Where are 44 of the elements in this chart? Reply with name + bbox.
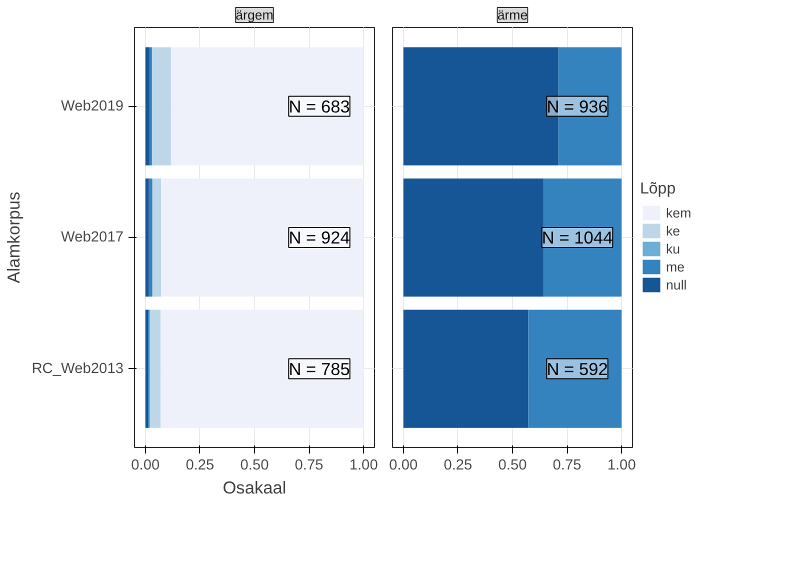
bar bbox=[403, 178, 544, 297]
x-tick-label: 0.25 bbox=[186, 458, 214, 474]
legend-label: kem bbox=[666, 205, 692, 220]
annotation: N = 592 bbox=[546, 358, 608, 379]
bar bbox=[148, 178, 152, 297]
bar bbox=[558, 47, 622, 166]
annotation: N = 785 bbox=[288, 358, 350, 379]
bar bbox=[145, 178, 149, 297]
chart-title: ärme bbox=[497, 8, 528, 22]
x-tick-label: 0.50 bbox=[240, 458, 269, 474]
bar bbox=[152, 47, 171, 166]
x-axis-title: Osakaal bbox=[222, 478, 286, 498]
legend-title: Lõpp bbox=[640, 180, 677, 198]
bar bbox=[161, 178, 364, 297]
bar bbox=[145, 47, 150, 166]
y-tick-label: RC_Web2013 bbox=[32, 360, 124, 377]
x-tick-label: 0.00 bbox=[131, 458, 160, 474]
x-tick-label: 0.75 bbox=[294, 458, 324, 474]
x-tick-label: 0.00 bbox=[389, 458, 418, 474]
bar bbox=[152, 178, 162, 297]
bar bbox=[150, 310, 161, 428]
annotation: N = 683 bbox=[288, 96, 350, 116]
x-tick-label: 1.00 bbox=[349, 458, 378, 474]
annotation: N = 936 bbox=[546, 96, 608, 116]
legend-label: ku bbox=[666, 241, 682, 256]
x-tick-label: 0.25 bbox=[444, 458, 472, 474]
bar bbox=[160, 310, 364, 428]
y-axis-title: Alamkorpus bbox=[4, 191, 24, 284]
y-tick-label: Web2019 bbox=[61, 98, 124, 114]
x-tick-label: 0.75 bbox=[552, 458, 582, 474]
bar bbox=[528, 310, 622, 428]
legend-label: null bbox=[666, 277, 687, 292]
bar bbox=[403, 47, 558, 166]
bar bbox=[403, 310, 528, 428]
annotation: N = 924 bbox=[288, 228, 350, 248]
legend-label: ke bbox=[666, 223, 682, 238]
legend-label: me bbox=[666, 259, 686, 274]
bar bbox=[170, 47, 364, 166]
x-tick-label: 1.00 bbox=[607, 458, 636, 474]
bar bbox=[544, 178, 622, 297]
x-tick-label: 0.50 bbox=[498, 458, 527, 474]
chart-title: ärgem bbox=[236, 8, 274, 22]
bar bbox=[145, 310, 148, 428]
y-tick-label: Web2017 bbox=[61, 230, 124, 246]
